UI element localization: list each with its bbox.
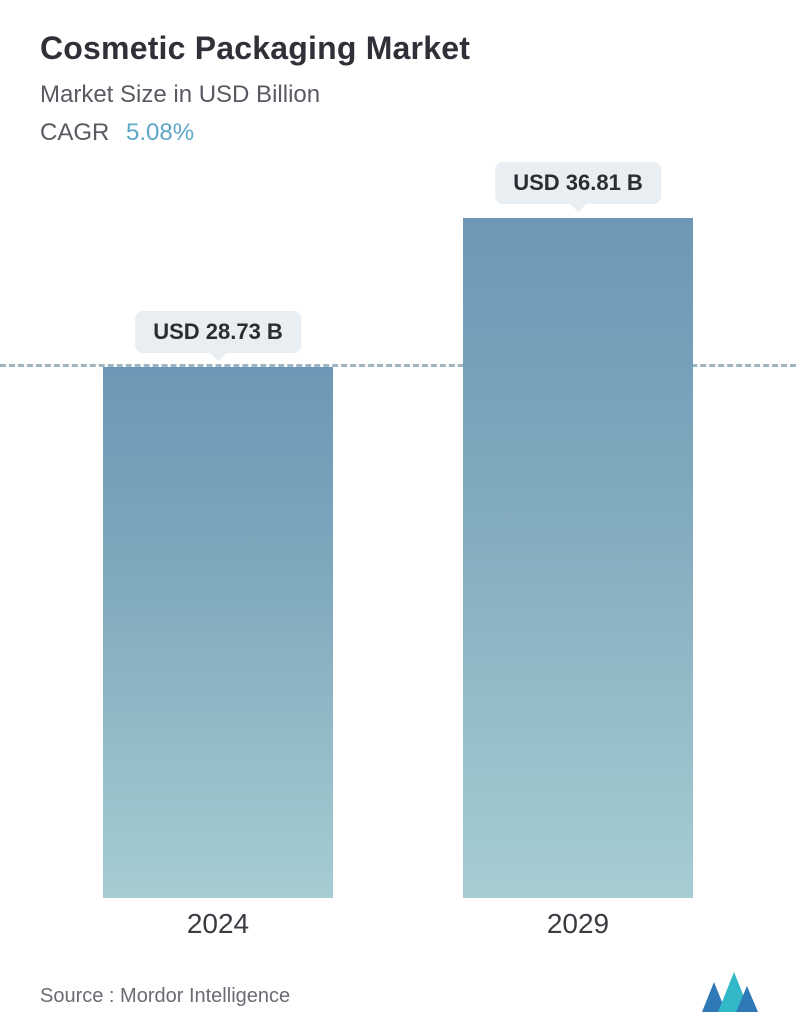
- value-badge: USD 36.81 B: [495, 162, 661, 204]
- x-axis-labels: 2024 2029: [0, 908, 796, 940]
- bar-column: USD 28.73 B: [103, 367, 333, 898]
- x-label: 2024: [103, 908, 333, 940]
- chart-subtitle: Market Size in USD Billion: [40, 81, 756, 109]
- bars-container: USD 28.73 B USD 36.81 B: [0, 218, 796, 898]
- chart-title: Cosmetic Packaging Market: [40, 30, 756, 67]
- bar: USD 28.73 B: [103, 367, 333, 898]
- source-footer: Source : Mordor Intelligence: [40, 985, 290, 1008]
- cagr-line: CAGR 5.08%: [40, 119, 756, 147]
- mordor-logo-icon: [702, 972, 758, 1012]
- bar-column: USD 36.81 B: [463, 218, 693, 898]
- cagr-value: 5.08%: [126, 119, 194, 146]
- x-label: 2029: [463, 908, 693, 940]
- chart-area: USD 28.73 B USD 36.81 B: [0, 218, 796, 898]
- value-badge: USD 28.73 B: [135, 311, 301, 353]
- bar: USD 36.81 B: [463, 218, 693, 898]
- cagr-label: CAGR: [40, 119, 109, 146]
